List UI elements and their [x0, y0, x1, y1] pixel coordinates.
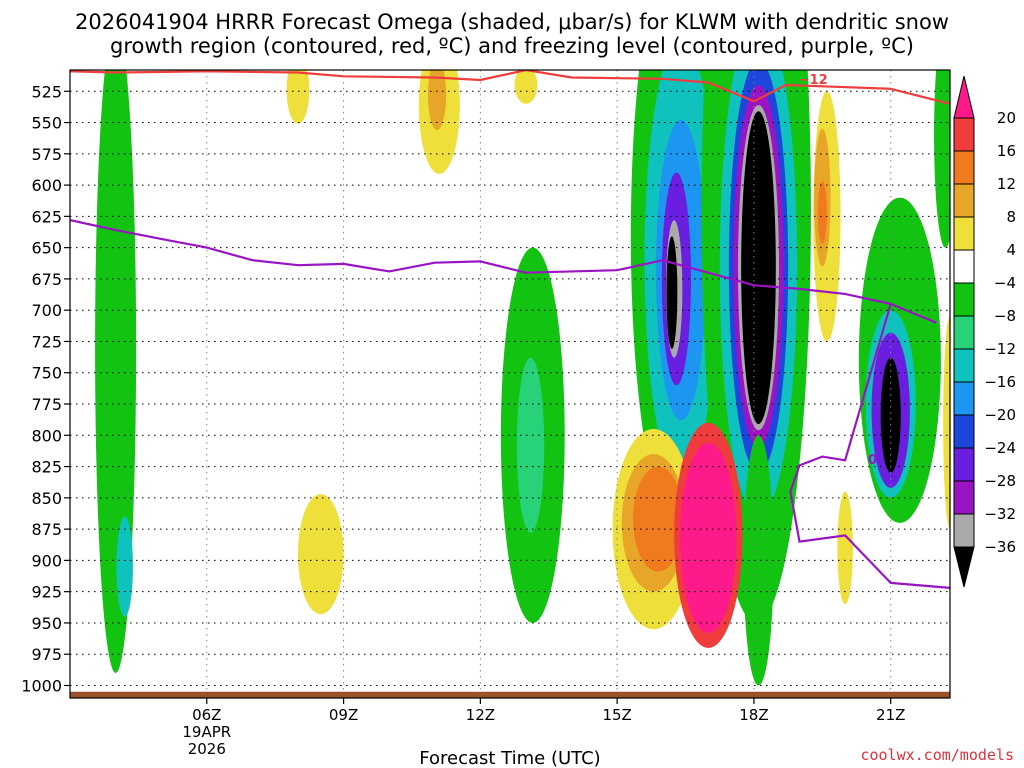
colorbar-label-4: 4: [1006, 241, 1016, 259]
y-tick-label-950: 950: [31, 614, 62, 633]
colorbar-label-1: 16: [997, 142, 1016, 160]
colorbar-bin-1: [953, 117, 975, 152]
omega-cell-36: [817, 181, 827, 244]
terrain-ground: [70, 691, 950, 698]
chart-title-line1: 2026041904 HRRR Forecast Omega (shaded, …: [75, 10, 949, 34]
y-tick-label-875: 875: [31, 520, 62, 539]
colorbar-bin-12: [953, 480, 975, 515]
omega-cell-21: [934, 70, 950, 248]
freezing-level-line: [70, 219, 937, 324]
colorbar-label-5: −4: [994, 274, 1016, 292]
omega-cell-3: [516, 357, 545, 533]
colorbar-label-12: −32: [984, 505, 1016, 523]
colorbar-bin-6: [953, 282, 975, 317]
colorbar-bin-10: [953, 414, 975, 449]
y-tick-label-525: 525: [31, 82, 62, 101]
omega-cell-20: [880, 357, 901, 473]
y-tick-label-825: 825: [31, 458, 62, 477]
omega-cell-15: [741, 111, 776, 425]
y-tick-label-700: 700: [31, 301, 62, 320]
y-tick-label-775: 775: [31, 395, 62, 414]
omega-cell-27: [514, 70, 538, 104]
omega-cell-37: [837, 491, 853, 605]
colorbar-label-10: −24: [984, 439, 1016, 457]
x-tick-label-18Z: 18Z: [739, 706, 768, 724]
credit-text: coolwx.com/models: [860, 746, 1014, 764]
omega-cell-26: [427, 70, 447, 131]
y-tick-label-550: 550: [31, 114, 62, 133]
grid-lines: [70, 70, 950, 698]
y-tick-label-650: 650: [31, 239, 62, 258]
colorbar-bin-11: [953, 447, 975, 482]
y-tick-label-800: 800: [31, 426, 62, 445]
y-tick-label-925: 925: [31, 583, 62, 602]
x-tick-label-15Z: 15Z: [602, 706, 631, 724]
omega-cell-9: [666, 236, 678, 349]
colorbar-bin-8: [953, 348, 975, 383]
y-tick-label-575: 575: [31, 145, 62, 164]
x-axis-label: Forecast Time (UTC): [419, 748, 600, 768]
freezing-contour-label: 0: [868, 453, 877, 468]
colorbar-label-9: −20: [984, 406, 1016, 424]
colorbar-label-0: 20: [997, 109, 1016, 127]
x-tick-label-21Z: 21Z: [876, 706, 905, 724]
y-tick-label-900: 900: [31, 551, 62, 570]
y-tick-label-675: 675: [31, 270, 62, 289]
y-tick-label-625: 625: [31, 207, 62, 226]
y-tick-label-1000: 1000: [21, 676, 62, 695]
x-tick-label-12Z: 12Z: [466, 706, 495, 724]
x-tick-label-06Z: 06Z: [192, 706, 221, 724]
dgz-contour-line: [70, 70, 950, 105]
colorbar-bin-9: [953, 381, 975, 416]
freezing-level-lower-line: [789, 303, 950, 589]
colorbar-label-3: 8: [1006, 208, 1016, 226]
omega-cell-38: [943, 316, 950, 530]
colorbar-label-6: −8: [994, 307, 1016, 325]
dgz-contour-label: −12: [799, 73, 828, 88]
omega-cell-24: [286, 70, 310, 124]
x-tick-date: 19APR: [182, 723, 231, 741]
y-tick-label-725: 725: [31, 332, 62, 351]
colorbar-top-arrow: [953, 75, 975, 119]
temperature-contours: [70, 70, 950, 589]
contour-labels: −12 0: [799, 73, 877, 468]
y-tick-label-850: 850: [31, 489, 62, 508]
colorbar-label-8: −16: [984, 373, 1016, 391]
y-tick-label-975: 975: [31, 645, 62, 664]
colorbar-label-13: −36: [984, 538, 1016, 556]
omega-cell-31: [633, 466, 684, 572]
x-tick-year: 2026: [188, 740, 226, 758]
plot-frame: [69, 69, 951, 699]
omega-cell-28: [297, 494, 344, 615]
omega-cell-16: [743, 435, 774, 686]
x-tick-label-09Z: 09Z: [329, 706, 358, 724]
colorbar-label-2: 12: [997, 175, 1016, 193]
colorbar-bin-4: [953, 216, 975, 251]
plot-area: −12 0: [69, 69, 951, 699]
colorbar-bin-5: [953, 249, 975, 284]
colorbar-bottom-arrow: [953, 546, 975, 588]
omega-cell-1: [116, 516, 133, 617]
colorbar-label-11: −28: [984, 472, 1016, 490]
chart-title-line2: growth region (contoured, red, ºC) and f…: [110, 34, 914, 58]
y-tick-label-600: 600: [31, 176, 62, 195]
colorbar: 20 16 12 8 4 −4 −8 −12 −16 −20 −24 −28 −32 −36: [953, 75, 1016, 588]
colorbar-bin-3: [953, 183, 975, 218]
colorbar-label-7: −12: [984, 340, 1016, 358]
y-axis: 525 550 575 600 625 650 675 700 725 750 775 800 825 8…: [21, 82, 70, 695]
y-tick-label-750: 750: [31, 364, 62, 383]
omega-cell-33: [680, 442, 737, 633]
colorbar-bin-13: [953, 513, 975, 548]
colorbar-bin-2: [953, 150, 975, 185]
colorbar-bin-7: [953, 315, 975, 350]
omega-shading: [95, 70, 950, 686]
